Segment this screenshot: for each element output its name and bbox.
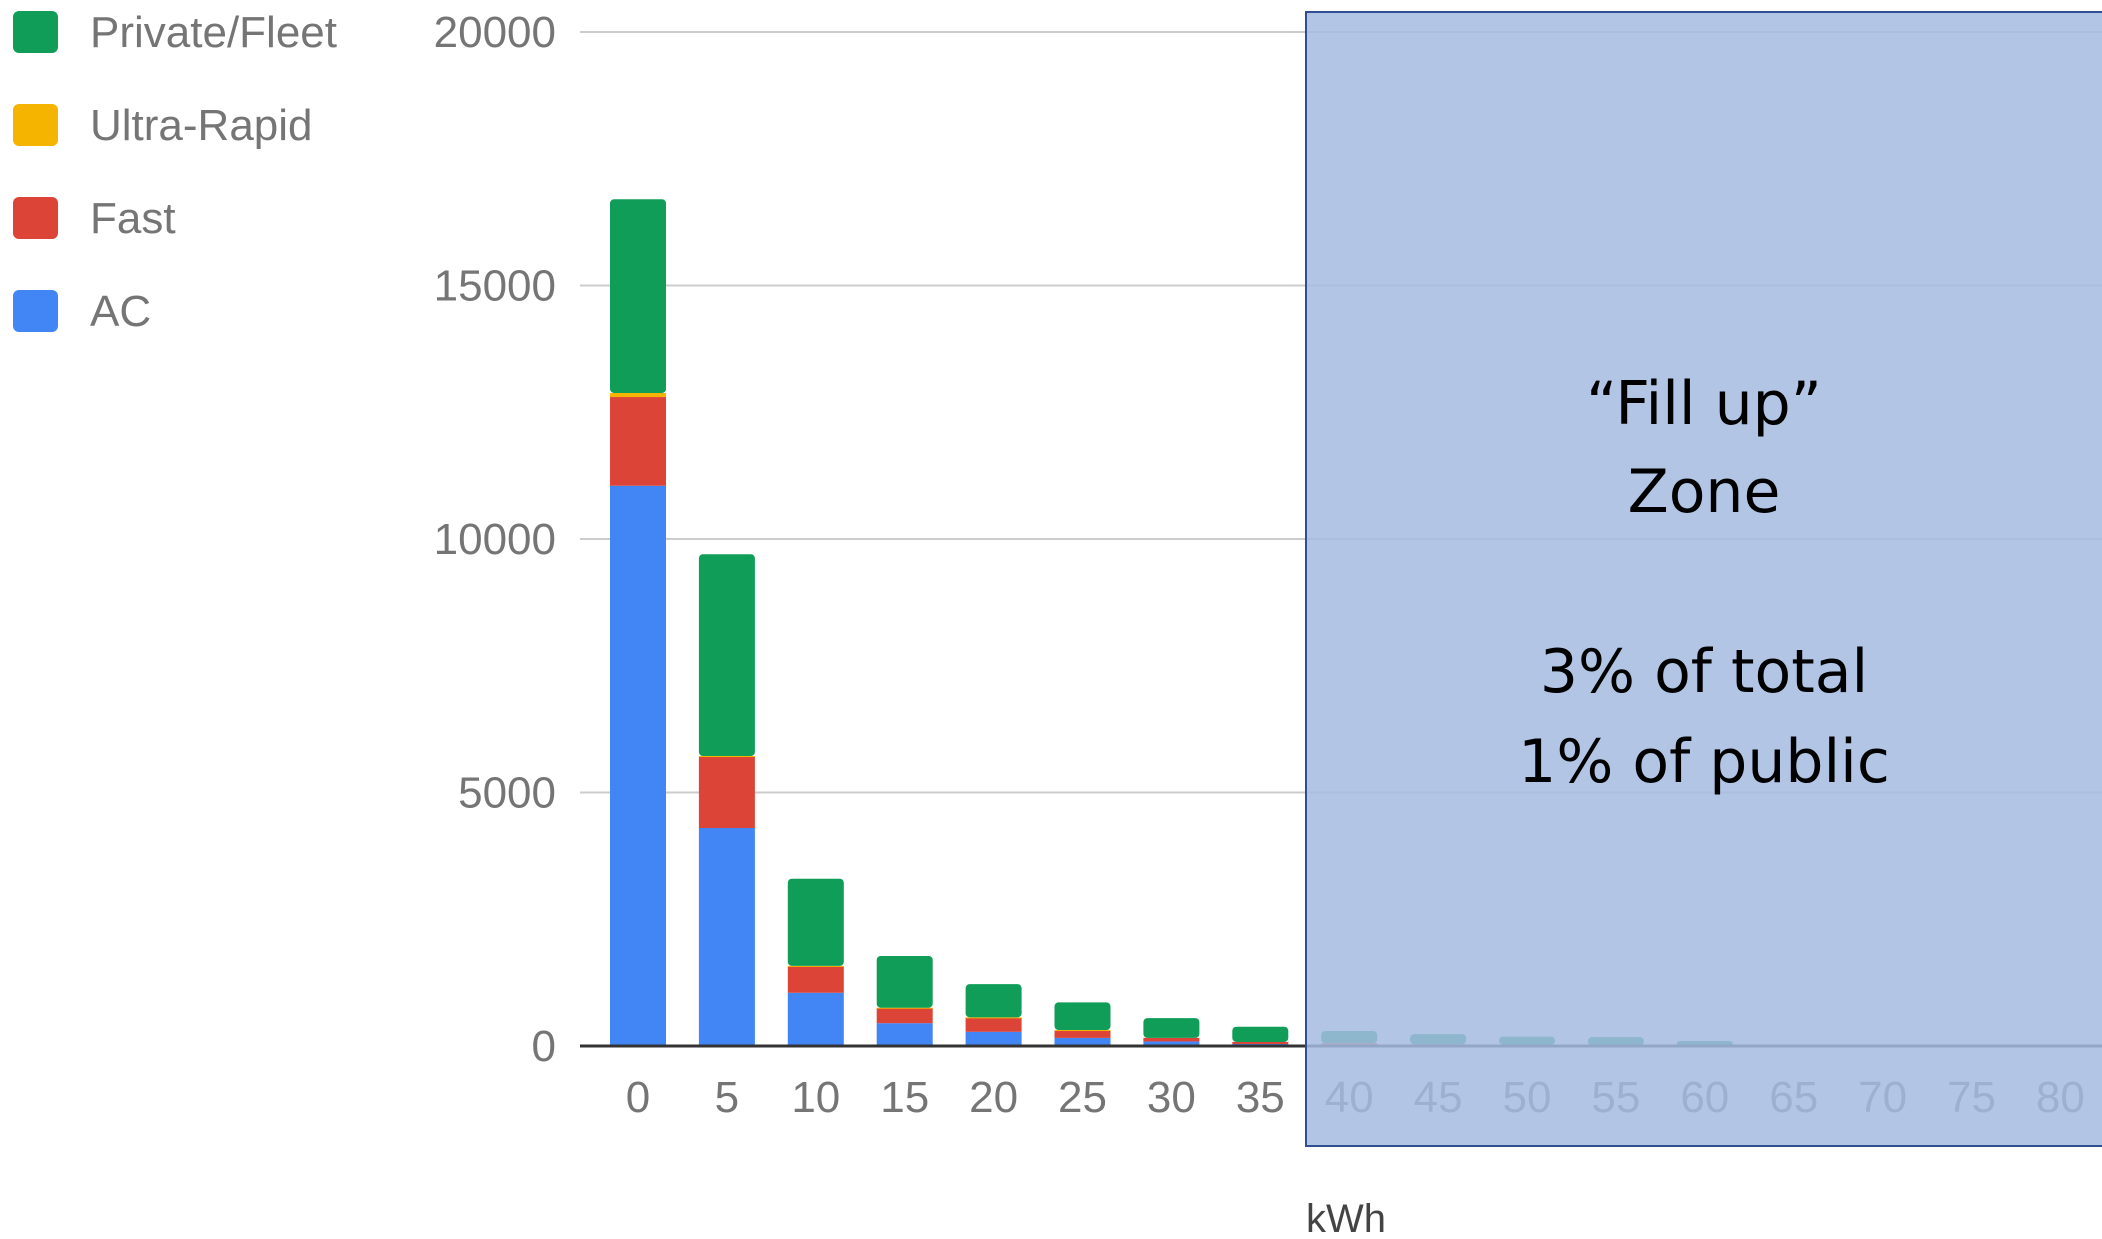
legend-swatch-ultra-rapid <box>13 104 58 146</box>
fill-up-zone-overlay <box>1305 11 2102 1147</box>
bar-stack-25 <box>1054 1002 1111 1046</box>
bar-ultra-rapid-20 <box>965 1017 1022 1019</box>
bar-ultra-rapid-25 <box>1054 1030 1111 1032</box>
y-axis-tick-labels: 0 5000 10000 15000 20000 <box>434 8 556 1071</box>
zone-annotation-line-1: “Fill up” <box>1586 369 1822 439</box>
bar-ac-30 <box>1143 1041 1200 1046</box>
bar-fast-0 <box>610 397 666 486</box>
bar-private-fleet-5 <box>698 554 755 756</box>
bar-stack-15 <box>876 956 933 1046</box>
x-tick-20: 20 <box>969 1073 1018 1122</box>
bar-ultra-rapid-0 <box>610 392 666 398</box>
bar-fast-5 <box>698 757 755 828</box>
bar-private-fleet-0 <box>610 199 666 393</box>
legend-swatch-fast <box>13 197 58 239</box>
legend-swatch-private-fleet <box>13 11 58 53</box>
legend-item-fast: Fast <box>13 194 176 243</box>
bar-stack-5 <box>698 554 755 1046</box>
bar-stack-30 <box>1143 1018 1200 1046</box>
zone-annotation-line-4: 1% of public <box>1518 727 1890 797</box>
bar-fast-30 <box>1143 1037 1200 1042</box>
legend: Private/Fleet Ultra-Rapid Fast AC <box>13 8 337 336</box>
legend-label-ultra-rapid: Ultra-Rapid <box>90 101 313 150</box>
x-tick-25: 25 <box>1058 1073 1107 1122</box>
bar-ac-15 <box>876 1023 933 1046</box>
bar-private-fleet-15 <box>876 956 933 1008</box>
bar-ultra-rapid-5 <box>698 755 755 758</box>
y-tick-0: 0 <box>532 1022 556 1071</box>
bar-stack-10 <box>787 878 844 1046</box>
bar-private-fleet-25 <box>1054 1002 1111 1031</box>
legend-swatch-ac <box>13 290 58 332</box>
zone-annotation-line-2: Zone <box>1628 457 1781 527</box>
bar-private-fleet-35 <box>1232 1026 1289 1042</box>
y-tick-15000: 15000 <box>434 262 556 311</box>
bar-ac-25 <box>1054 1037 1111 1046</box>
bars <box>610 199 2089 1047</box>
x-tick-15: 15 <box>880 1073 929 1122</box>
bar-stack-0 <box>610 199 666 1046</box>
bar-private-fleet-10 <box>787 878 844 966</box>
bar-fast-35 <box>1232 1041 1289 1044</box>
x-tick-0: 0 <box>626 1073 650 1122</box>
x-tick-10: 10 <box>791 1073 840 1122</box>
bar-fast-20 <box>965 1017 1022 1032</box>
legend-item-private-fleet: Private/Fleet <box>13 8 337 57</box>
x-axis-title: kWh <box>1306 1197 1386 1239</box>
bar-private-fleet-20 <box>965 984 1022 1018</box>
bar-stack-35 <box>1232 1026 1289 1046</box>
bar-fast-10 <box>787 966 844 993</box>
fill-up-zone-annotation: “Fill up” Zone 3% of total 1% of public <box>1518 369 1890 797</box>
bar-fast-15 <box>876 1007 933 1024</box>
legend-item-ac: AC <box>13 287 151 336</box>
y-tick-5000: 5000 <box>458 769 556 818</box>
bar-fast-25 <box>1054 1030 1111 1038</box>
bar-ac-5 <box>698 827 755 1046</box>
x-tick-5: 5 <box>715 1073 739 1122</box>
x-tick-35: 35 <box>1236 1073 1285 1122</box>
legend-label-fast: Fast <box>90 194 176 243</box>
y-tick-10000: 10000 <box>434 515 556 564</box>
bar-ac-10 <box>787 992 844 1046</box>
bar-ac-20 <box>965 1031 1022 1046</box>
legend-label-private-fleet: Private/Fleet <box>90 8 337 57</box>
x-tick-30: 30 <box>1147 1073 1196 1122</box>
bar-stack-20 <box>965 984 1022 1046</box>
zone-annotation-line-3: 3% of total <box>1540 637 1868 707</box>
bar-private-fleet-30 <box>1143 1018 1200 1038</box>
legend-label-ac: AC <box>90 287 151 336</box>
bar-ac-0 <box>610 485 666 1046</box>
legend-item-ultra-rapid: Ultra-Rapid <box>13 101 313 150</box>
bar-ultra-rapid-15 <box>876 1007 933 1009</box>
y-tick-20000: 20000 <box>434 8 556 57</box>
bar-ultra-rapid-10 <box>787 965 844 967</box>
